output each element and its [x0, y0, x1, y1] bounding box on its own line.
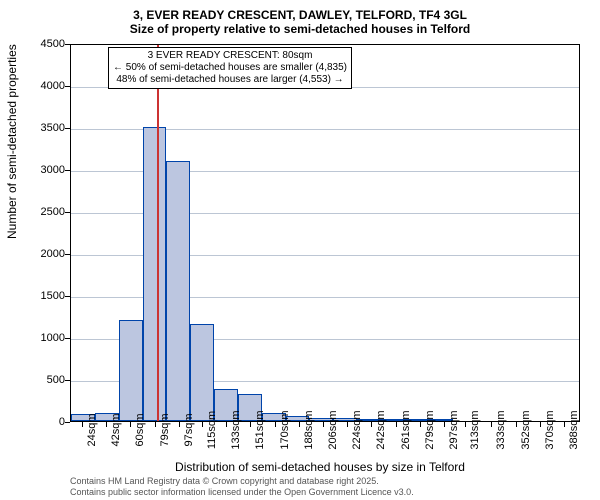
annotation-line: 48% of semi-detached houses are larger (…: [113, 74, 347, 86]
x-tick-label: 151sqm: [254, 410, 266, 449]
histogram-bar: [190, 324, 214, 421]
x-tick-mark: [106, 422, 107, 427]
x-tick-mark: [299, 422, 300, 427]
x-tick-mark: [179, 422, 180, 427]
x-tick-mark: [371, 422, 372, 427]
y-tick-label: 2000: [25, 248, 65, 260]
x-tick-mark: [250, 422, 251, 427]
x-tick-label: 352sqm: [520, 410, 532, 449]
x-tick-label: 24sqm: [86, 413, 98, 446]
y-tick-label: 2500: [25, 206, 65, 218]
x-tick-mark: [323, 422, 324, 427]
marker-line: [157, 45, 159, 421]
y-tick-label: 1500: [25, 290, 65, 302]
x-tick-mark: [130, 422, 131, 427]
x-tick-label: 261sqm: [400, 410, 412, 449]
x-tick-label: 42sqm: [110, 413, 122, 446]
x-tick-mark: [396, 422, 397, 427]
chart-footer: Contains HM Land Registry data © Crown c…: [70, 476, 414, 498]
x-tick-mark: [516, 422, 517, 427]
histogram-bar: [166, 161, 190, 421]
chart-title-main: 3, EVER READY CRESCENT, DAWLEY, TELFORD,…: [0, 0, 600, 22]
x-tick-mark: [82, 422, 83, 427]
x-tick-mark: [540, 422, 541, 427]
x-tick-label: 115sqm: [206, 411, 218, 449]
x-tick-mark: [347, 422, 348, 427]
x-tick-mark: [420, 422, 421, 427]
y-tick-mark: [65, 296, 70, 297]
x-tick-mark: [564, 422, 565, 427]
x-tick-label: 279sqm: [424, 410, 436, 449]
y-tick-label: 4000: [25, 80, 65, 92]
x-tick-label: 206sqm: [327, 410, 339, 449]
y-tick-mark: [65, 422, 70, 423]
histogram-bar: [119, 320, 143, 421]
x-tick-label: 97sqm: [183, 413, 195, 446]
plot-area: 3 EVER READY CRESCENT: 80sqm← 50% of sem…: [70, 44, 580, 422]
annotation-box: 3 EVER READY CRESCENT: 80sqm← 50% of sem…: [108, 47, 352, 89]
y-tick-label: 3500: [25, 122, 65, 134]
footer-line2: Contains public sector information licen…: [70, 487, 414, 498]
y-tick-label: 500: [25, 374, 65, 386]
x-tick-label: 60sqm: [134, 413, 146, 446]
chart-container: 3, EVER READY CRESCENT, DAWLEY, TELFORD,…: [0, 0, 600, 500]
x-tick-mark: [275, 422, 276, 427]
y-tick-mark: [65, 254, 70, 255]
x-tick-mark: [444, 422, 445, 427]
y-tick-mark: [65, 380, 70, 381]
annotation-line: ← 50% of semi-detached houses are smalle…: [113, 62, 347, 74]
x-axis-label: Distribution of semi-detached houses by …: [20, 460, 600, 474]
y-tick-mark: [65, 86, 70, 87]
x-tick-mark: [202, 422, 203, 427]
y-tick-mark: [65, 170, 70, 171]
y-axis-label: Number of semi-detached properties: [5, 44, 19, 239]
footer-line1: Contains HM Land Registry data © Crown c…: [70, 476, 414, 487]
y-tick-label: 3000: [25, 164, 65, 176]
histogram-bar: [143, 127, 167, 421]
y-tick-mark: [65, 44, 70, 45]
x-tick-label: 333sqm: [495, 410, 507, 449]
x-tick-mark: [465, 422, 466, 427]
x-tick-label: 370sqm: [544, 410, 556, 449]
x-tick-label: 79sqm: [159, 413, 171, 446]
x-tick-mark: [155, 422, 156, 427]
chart-title-sub: Size of property relative to semi-detach…: [0, 22, 600, 40]
y-tick-label: 4500: [25, 38, 65, 50]
x-tick-label: 170sqm: [279, 410, 291, 449]
y-tick-mark: [65, 128, 70, 129]
x-tick-label: 224sqm: [351, 410, 363, 449]
y-tick-label: 0: [25, 416, 65, 428]
y-tick-mark: [65, 338, 70, 339]
y-tick-label: 1000: [25, 332, 65, 344]
x-tick-mark: [226, 422, 227, 427]
x-tick-label: 313sqm: [469, 410, 481, 449]
x-tick-label: 242sqm: [375, 410, 387, 449]
annotation-line: 3 EVER READY CRESCENT: 80sqm: [113, 50, 347, 62]
x-tick-label: 133sqm: [230, 410, 242, 449]
x-tick-label: 188sqm: [303, 410, 315, 449]
x-tick-label: 297sqm: [448, 410, 460, 449]
x-tick-label: 388sqm: [568, 410, 580, 449]
y-tick-mark: [65, 212, 70, 213]
x-tick-mark: [491, 422, 492, 427]
